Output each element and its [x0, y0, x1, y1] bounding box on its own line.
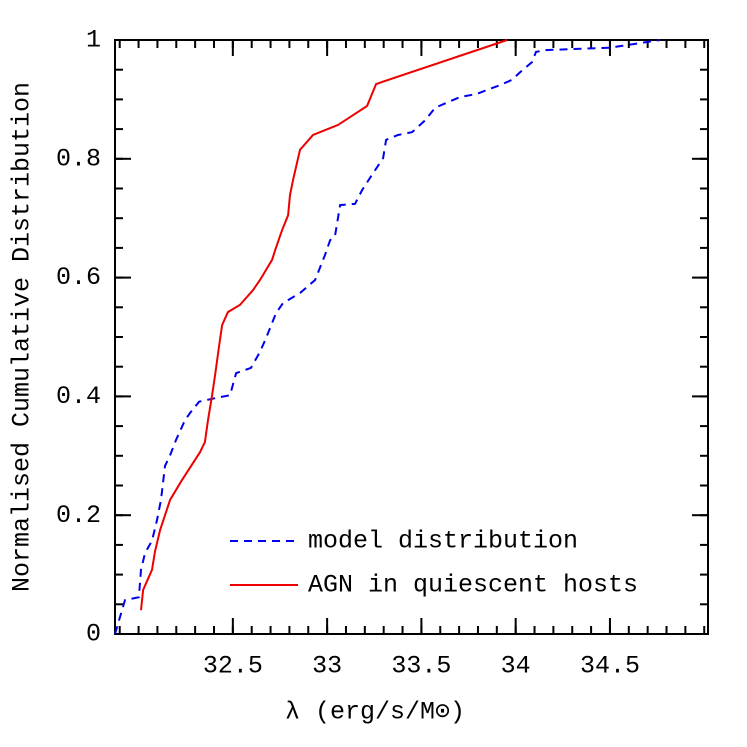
x-axis-label: λ (erg/s/M⊙) [285, 698, 465, 727]
legend-label: model distribution [308, 527, 578, 556]
y-tick-label: 1 [86, 26, 101, 55]
series-line [140, 39, 508, 611]
x-tick-label: 33 [312, 652, 342, 681]
y-axis-label: Normalised Cumulative Distribution [8, 82, 37, 592]
x-tick-label: 34 [501, 652, 531, 681]
x-tick-label: 32.5 [203, 652, 263, 681]
x-tick-label: 34.5 [580, 652, 640, 681]
y-tick-label: 0.4 [56, 382, 101, 411]
legend-label: AGN in quiescent hosts [308, 571, 638, 600]
series-line [114, 39, 661, 635]
y-tick-label: 0.8 [56, 144, 101, 173]
y-tick-label: 0.6 [56, 263, 101, 292]
x-tick-label: 33.5 [391, 652, 451, 681]
y-tick-label: 0.2 [56, 501, 101, 530]
y-tick-label: 0 [86, 620, 101, 649]
